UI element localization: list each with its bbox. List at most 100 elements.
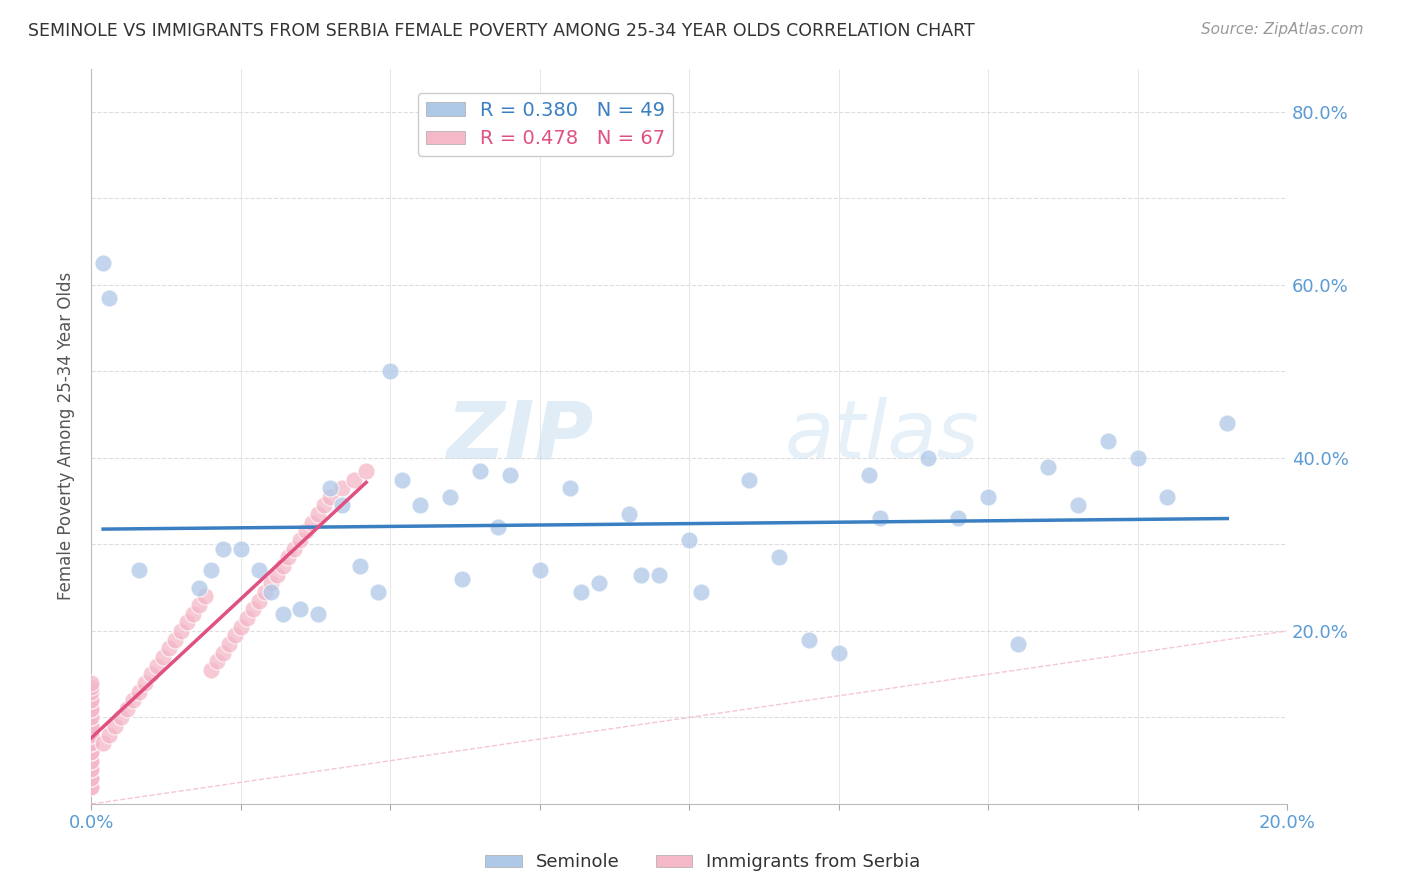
Point xyxy=(588,576,610,591)
Point xyxy=(571,585,593,599)
Point xyxy=(319,490,342,504)
Point xyxy=(1126,450,1149,465)
Point xyxy=(229,541,252,556)
Point xyxy=(80,736,103,750)
Point xyxy=(98,291,121,305)
Point xyxy=(163,632,186,647)
Point xyxy=(1036,459,1059,474)
Point xyxy=(378,364,401,378)
Point xyxy=(301,516,323,530)
Point xyxy=(319,481,342,495)
Text: ZIP: ZIP xyxy=(446,397,593,475)
Point xyxy=(1216,417,1239,431)
Point xyxy=(80,702,103,716)
Point xyxy=(91,256,114,270)
Point xyxy=(917,450,939,465)
Point xyxy=(80,763,103,777)
Point xyxy=(194,590,217,604)
Point xyxy=(678,533,700,547)
Point xyxy=(80,728,103,742)
Point xyxy=(157,641,180,656)
Point xyxy=(1007,637,1029,651)
Text: atlas: atlas xyxy=(785,397,980,475)
Point xyxy=(80,693,103,707)
Point xyxy=(80,754,103,768)
Point xyxy=(80,780,103,794)
Point xyxy=(128,684,150,698)
Point xyxy=(122,693,145,707)
Y-axis label: Female Poverty Among 25-34 Year Olds: Female Poverty Among 25-34 Year Olds xyxy=(58,272,75,600)
Point xyxy=(80,771,103,785)
Point xyxy=(290,533,312,547)
Point xyxy=(367,585,389,599)
Point xyxy=(218,637,240,651)
Point xyxy=(307,607,329,621)
Point xyxy=(1156,490,1178,504)
Point xyxy=(80,745,103,759)
Point xyxy=(330,499,353,513)
Point xyxy=(409,499,432,513)
Point xyxy=(314,499,336,513)
Point xyxy=(271,607,294,621)
Point xyxy=(146,658,169,673)
Point xyxy=(235,611,257,625)
Point xyxy=(224,628,246,642)
Point xyxy=(259,585,281,599)
Point xyxy=(80,728,103,742)
Point xyxy=(80,780,103,794)
Point xyxy=(630,567,652,582)
Point xyxy=(266,567,288,582)
Point xyxy=(115,702,138,716)
Point xyxy=(827,646,849,660)
Point xyxy=(253,585,276,599)
Point xyxy=(948,511,970,525)
Point xyxy=(80,684,103,698)
Point xyxy=(80,680,103,694)
Point xyxy=(283,541,305,556)
Point xyxy=(170,624,193,638)
Point xyxy=(468,464,491,478)
Point xyxy=(152,649,174,664)
Legend: Seminole, Immigrants from Serbia: Seminole, Immigrants from Serbia xyxy=(478,847,928,879)
Point xyxy=(229,619,252,633)
Point xyxy=(187,581,209,595)
Point xyxy=(181,607,204,621)
Text: Source: ZipAtlas.com: Source: ZipAtlas.com xyxy=(1201,22,1364,37)
Point xyxy=(134,676,156,690)
Point xyxy=(91,736,114,750)
Point xyxy=(271,559,294,574)
Point xyxy=(439,490,461,504)
Point xyxy=(247,593,270,607)
Point xyxy=(1097,434,1119,448)
Point xyxy=(247,563,270,577)
Point xyxy=(104,719,127,733)
Point xyxy=(128,563,150,577)
Point xyxy=(242,602,264,616)
Point xyxy=(80,693,103,707)
Point xyxy=(499,468,522,483)
Point xyxy=(768,550,790,565)
Point xyxy=(211,541,233,556)
Legend: R = 0.380   N = 49, R = 0.478   N = 67: R = 0.380 N = 49, R = 0.478 N = 67 xyxy=(418,93,673,156)
Point xyxy=(80,710,103,724)
Point xyxy=(797,632,820,647)
Point xyxy=(110,710,132,724)
Point xyxy=(343,473,366,487)
Point xyxy=(391,473,413,487)
Point xyxy=(451,572,474,586)
Point xyxy=(187,598,209,612)
Point xyxy=(277,550,299,565)
Point xyxy=(690,585,713,599)
Point xyxy=(858,468,880,483)
Point xyxy=(80,719,103,733)
Point xyxy=(349,559,371,574)
Point xyxy=(80,676,103,690)
Point xyxy=(558,481,581,495)
Point xyxy=(648,567,671,582)
Point xyxy=(80,702,103,716)
Point xyxy=(529,563,551,577)
Point xyxy=(139,667,162,681)
Point xyxy=(977,490,1000,504)
Point xyxy=(354,464,377,478)
Point xyxy=(200,563,222,577)
